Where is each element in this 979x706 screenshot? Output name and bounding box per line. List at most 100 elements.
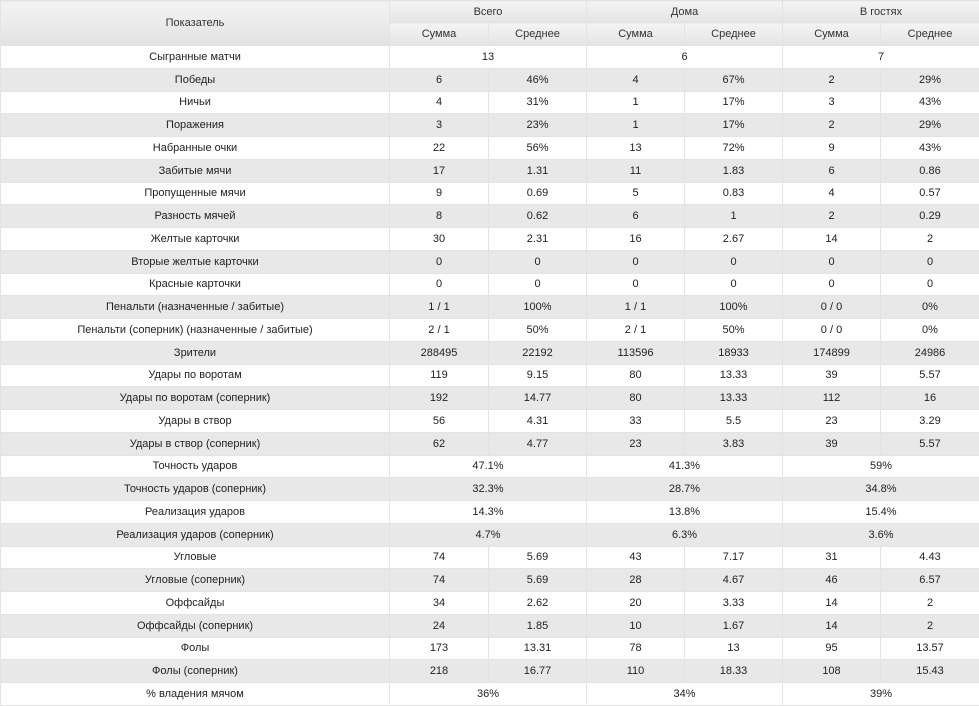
value-cell: 16 [587, 228, 685, 251]
value-cell: 2.62 [489, 592, 587, 615]
value-cell: 14.77 [489, 387, 587, 410]
value-cell: 3.33 [685, 592, 783, 615]
value-cell-merged: 28.7% [587, 478, 783, 501]
value-cell: 15.43 [881, 660, 979, 683]
value-cell: 3.29 [881, 410, 979, 433]
value-cell: 174899 [783, 341, 881, 364]
value-cell: 95 [783, 637, 881, 660]
value-cell-merged: 47.1% [390, 455, 587, 478]
value-cell: 0.69 [489, 182, 587, 205]
value-cell: 22 [390, 137, 489, 160]
value-cell: 0 [881, 273, 979, 296]
value-cell: 0.57 [881, 182, 979, 205]
table-row: Пенальти (соперник) (назначенные / забит… [1, 319, 979, 342]
row-label: Фолы (соперник) [1, 660, 390, 683]
value-cell-merged: 39% [783, 683, 979, 706]
subheader-sum: Сумма [390, 23, 489, 46]
table-header: Показатель Всего Дома В гостях Сумма Сре… [1, 1, 979, 46]
row-label: Зрители [1, 341, 390, 364]
row-label: Удары по воротам [1, 364, 390, 387]
value-cell-merged: 34.8% [783, 478, 979, 501]
value-cell: 8 [390, 205, 489, 228]
value-cell: 74 [390, 546, 489, 569]
value-cell: 2 / 1 [390, 319, 489, 342]
value-cell: 6 [587, 205, 685, 228]
value-cell: 1.31 [489, 159, 587, 182]
subheader-average: Среднее [685, 23, 783, 46]
value-cell: 31% [489, 91, 587, 114]
value-cell: 0 [489, 250, 587, 273]
value-cell: 14 [783, 614, 881, 637]
value-cell: 39 [783, 432, 881, 455]
value-cell: 110 [587, 660, 685, 683]
value-cell: 17% [685, 114, 783, 137]
value-cell-merged: 7 [783, 46, 979, 69]
value-cell-merged: 4.7% [390, 523, 587, 546]
subheader-average: Среднее [881, 23, 979, 46]
value-cell: 2 [881, 614, 979, 637]
table-row: Точность ударов (соперник)32.3%28.7%34.8… [1, 478, 979, 501]
value-cell: 100% [489, 296, 587, 319]
value-cell: 1.67 [685, 614, 783, 637]
value-cell: 0 [390, 250, 489, 273]
row-label: % владения мячом [1, 683, 390, 706]
value-cell: 7.17 [685, 546, 783, 569]
row-label: Набранные очки [1, 137, 390, 160]
value-cell: 43% [881, 137, 979, 160]
value-cell-merged: 6 [587, 46, 783, 69]
group-header-home: Дома [587, 1, 783, 23]
value-cell: 0.29 [881, 205, 979, 228]
value-cell: 14 [783, 228, 881, 251]
value-cell: 30 [390, 228, 489, 251]
value-cell: 0 [489, 273, 587, 296]
value-cell: 13.31 [489, 637, 587, 660]
value-cell: 5.69 [489, 546, 587, 569]
row-label: Пропущенные мячи [1, 182, 390, 205]
value-cell-merged: 59% [783, 455, 979, 478]
value-cell: 13.33 [685, 387, 783, 410]
value-cell: 3 [390, 114, 489, 137]
value-cell: 14 [783, 592, 881, 615]
subheader-average: Среднее [489, 23, 587, 46]
row-label: Ничьи [1, 91, 390, 114]
value-cell: 9.15 [489, 364, 587, 387]
value-cell: 50% [489, 319, 587, 342]
row-label: Точность ударов [1, 455, 390, 478]
value-cell: 112 [783, 387, 881, 410]
row-label: Удары в створ (соперник) [1, 432, 390, 455]
value-cell: 13.57 [881, 637, 979, 660]
group-header-total: Всего [390, 1, 587, 23]
row-label: Удары в створ [1, 410, 390, 433]
value-cell: 22192 [489, 341, 587, 364]
value-cell: 78 [587, 637, 685, 660]
value-cell: 4.77 [489, 432, 587, 455]
value-cell: 6 [390, 68, 489, 91]
value-cell-merged: 41.3% [587, 455, 783, 478]
value-cell: 46% [489, 68, 587, 91]
row-label: Поражения [1, 114, 390, 137]
value-cell: 2 [783, 68, 881, 91]
value-cell: 23% [489, 114, 587, 137]
value-cell-merged: 14.3% [390, 501, 587, 524]
value-cell: 0 / 0 [783, 319, 881, 342]
value-cell: 80 [587, 387, 685, 410]
value-cell: 108 [783, 660, 881, 683]
value-cell: 5.5 [685, 410, 783, 433]
value-cell: 72% [685, 137, 783, 160]
value-cell: 2 [881, 228, 979, 251]
row-label: Точность ударов (соперник) [1, 478, 390, 501]
value-cell: 2 / 1 [587, 319, 685, 342]
